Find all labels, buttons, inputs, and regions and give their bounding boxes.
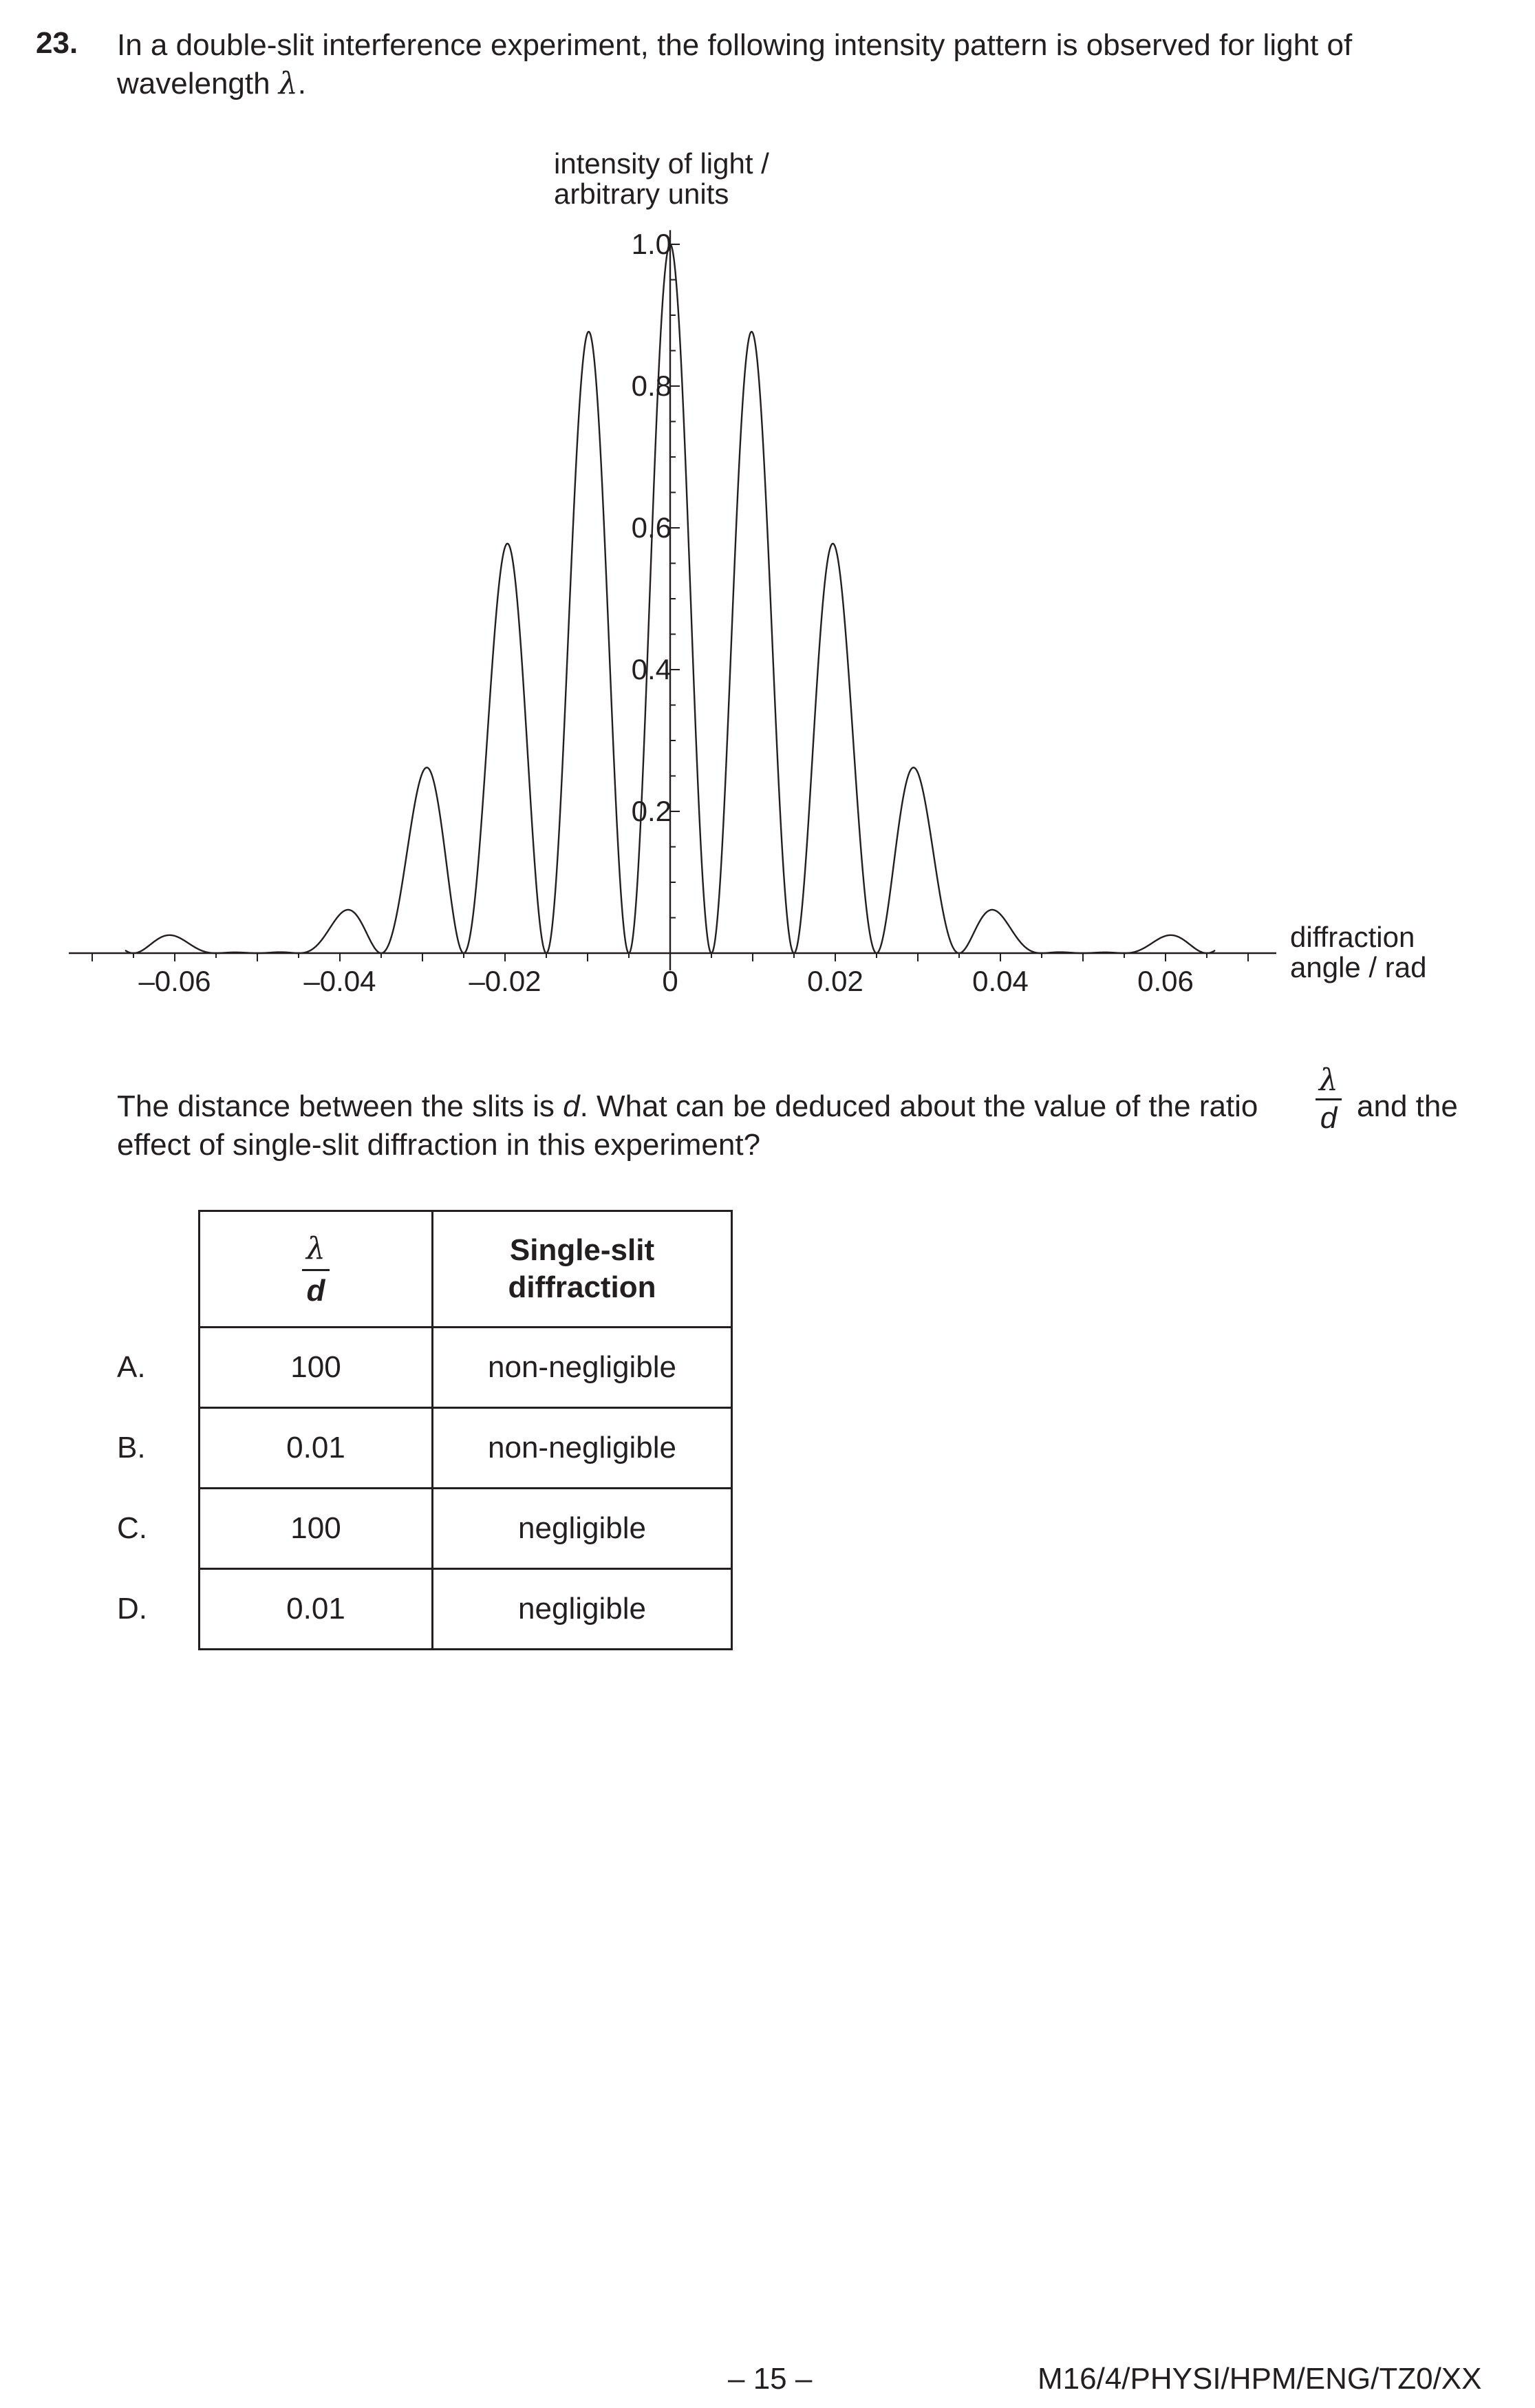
- x-tick-label: 0.06: [1137, 965, 1194, 997]
- paragraph-line1: The distance between the slits is: [117, 1089, 563, 1123]
- row-a-ratio: 100: [198, 1326, 433, 1409]
- answer-table: λ d Single-slit diffraction 100 non-negl…: [198, 1210, 733, 1650]
- header-frac-bar: [302, 1268, 330, 1271]
- row-c-ratio: 100: [198, 1487, 433, 1570]
- x-axis-label-line2: angle / rad: [1290, 951, 1426, 983]
- x-tick-label: 0.02: [807, 965, 863, 997]
- table-header-row: λ d Single-slit diffraction: [198, 1210, 733, 1328]
- paragraph-frac-bar: [1316, 1098, 1342, 1100]
- option-a-label[interactable]: A.: [117, 1350, 146, 1384]
- row-d-ratio: 0.01: [198, 1568, 433, 1650]
- table-row: 0.01 negligible: [198, 1568, 733, 1650]
- chart-ticks: –0.06 –0.04 –0.02 0 0.02 0.04 0.060.20.40.60.8…: [92, 228, 1249, 997]
- paper-code: M16/4/PHYSI/HPM/ENG/TZ0/XX: [1038, 2362, 1482, 2396]
- header-single-slit: Single-slit diffraction: [431, 1210, 733, 1328]
- header-frac-den: d: [306, 1273, 325, 1308]
- header-col2-line2: diffraction: [508, 1270, 656, 1304]
- table-row: 0.01 non-negligible: [198, 1407, 733, 1489]
- row-b-effect: non-negligible: [431, 1407, 733, 1489]
- header-ratio: λ d: [198, 1210, 433, 1328]
- y-tick-label: 0.2: [632, 795, 672, 827]
- x-tick-label: –0.02: [469, 965, 541, 997]
- y-axis-label-line2: arbitrary units: [554, 178, 729, 210]
- question-number: 23.: [36, 26, 78, 60]
- header-frac-num: λ: [306, 1230, 325, 1266]
- table-row: 100 non-negligible: [198, 1326, 733, 1409]
- paragraph-ratio-fraction: λ d: [1316, 1065, 1342, 1133]
- question-line2-suffix: .: [297, 67, 306, 100]
- row-d-effect: negligible: [431, 1568, 733, 1650]
- paragraph-frac-num: λ: [1319, 1063, 1338, 1098]
- option-c-label[interactable]: C.: [117, 1511, 147, 1545]
- intensity-chart: –0.06 –0.04 –0.02 0 0.02 0.04 0.060.20.40.60.8…: [69, 147, 1426, 997]
- y-tick-label: 0.4: [632, 653, 672, 685]
- x-axis-label-line1: diffraction: [1290, 921, 1415, 953]
- y-axis-label-line1: intensity of light /: [554, 147, 769, 180]
- paragraph-line1b: . What can be deduced about the value of…: [579, 1089, 1258, 1123]
- option-b-label[interactable]: B.: [117, 1431, 146, 1464]
- question-line2-prefix: wavelength: [117, 67, 279, 100]
- option-d-label[interactable]: D.: [117, 1592, 147, 1626]
- question-text: In a double-slit interference experiment…: [117, 26, 1466, 103]
- x-tick-label: 0.04: [972, 965, 1029, 997]
- lambda-symbol: λ: [278, 66, 298, 101]
- question-paragraph: The distance between the slits is d. Wha…: [117, 1087, 1466, 1164]
- paragraph-line2: effect of single-slit diffraction in thi…: [117, 1128, 761, 1162]
- x-tick-label: –0.06: [138, 965, 211, 997]
- x-tick-label: –0.04: [303, 965, 376, 997]
- paragraph-d: d: [563, 1089, 580, 1123]
- page-number: – 15 –: [728, 2362, 813, 2396]
- x-tick-label: 0: [662, 965, 678, 997]
- y-tick-label: 0.8: [632, 370, 672, 402]
- intensity-curve: [125, 243, 1216, 955]
- paragraph-line1c: and the: [1357, 1089, 1458, 1123]
- table-row: 100 negligible: [198, 1487, 733, 1570]
- header-ratio-fraction: λ d: [302, 1230, 330, 1308]
- paragraph-frac-den: d: [1320, 1101, 1338, 1135]
- row-c-effect: negligible: [431, 1487, 733, 1570]
- question-line1: In a double-slit interference experiment…: [117, 28, 1353, 62]
- chart-axes: [69, 230, 1276, 970]
- row-b-ratio: 0.01: [198, 1407, 433, 1489]
- y-tick-label: 1.0: [632, 228, 672, 260]
- row-a-effect: non-negligible: [431, 1326, 733, 1409]
- header-col2-line1: Single-slit: [509, 1233, 655, 1267]
